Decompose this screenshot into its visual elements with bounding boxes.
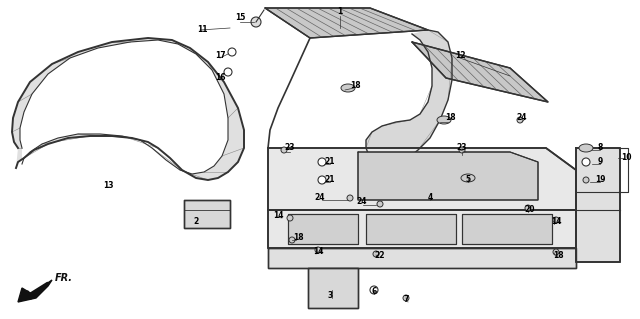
Polygon shape [462, 214, 552, 244]
Circle shape [289, 237, 295, 243]
Polygon shape [20, 40, 228, 174]
Circle shape [281, 147, 287, 153]
Text: 10: 10 [621, 153, 631, 162]
Circle shape [370, 286, 378, 294]
Circle shape [459, 147, 465, 153]
Text: 4: 4 [428, 194, 433, 203]
Circle shape [251, 17, 261, 27]
Text: 18: 18 [349, 80, 360, 90]
Circle shape [318, 176, 326, 184]
Circle shape [287, 215, 293, 221]
Circle shape [373, 251, 379, 257]
Polygon shape [358, 152, 538, 200]
Text: 19: 19 [595, 175, 605, 184]
Circle shape [377, 201, 383, 207]
Polygon shape [12, 38, 244, 180]
Text: 11: 11 [196, 26, 207, 34]
Circle shape [583, 177, 589, 183]
Circle shape [403, 295, 409, 301]
Text: 14: 14 [551, 218, 561, 226]
Text: 1: 1 [337, 8, 342, 17]
Text: 23: 23 [285, 144, 295, 152]
Polygon shape [308, 268, 358, 308]
Text: 7: 7 [403, 295, 409, 305]
Text: 14: 14 [313, 248, 323, 256]
Circle shape [224, 68, 232, 76]
Text: 23: 23 [457, 144, 467, 152]
Circle shape [525, 205, 531, 211]
Polygon shape [18, 280, 52, 302]
Text: 24: 24 [315, 194, 325, 203]
Text: 18: 18 [553, 250, 563, 259]
Circle shape [582, 158, 590, 166]
Polygon shape [265, 8, 428, 38]
Polygon shape [366, 214, 456, 244]
Text: 20: 20 [525, 205, 535, 214]
Text: 14: 14 [273, 211, 284, 219]
Text: 21: 21 [324, 175, 335, 184]
Ellipse shape [437, 116, 451, 124]
Text: 13: 13 [103, 181, 113, 189]
Polygon shape [184, 200, 230, 228]
Ellipse shape [579, 144, 593, 152]
Text: 3: 3 [328, 291, 333, 300]
Text: 2: 2 [193, 218, 198, 226]
Text: 24: 24 [356, 197, 367, 206]
Polygon shape [366, 30, 452, 168]
Text: 12: 12 [455, 50, 465, 60]
Circle shape [553, 217, 559, 223]
Circle shape [553, 249, 559, 255]
Circle shape [347, 195, 353, 201]
Polygon shape [288, 214, 358, 244]
Circle shape [318, 158, 326, 166]
Ellipse shape [341, 84, 355, 92]
Polygon shape [268, 248, 576, 268]
Text: 21: 21 [324, 158, 335, 167]
Polygon shape [268, 148, 576, 210]
Circle shape [315, 247, 321, 253]
Polygon shape [412, 42, 548, 102]
Text: 22: 22 [375, 250, 385, 259]
Text: 17: 17 [214, 50, 225, 60]
Text: 9: 9 [597, 158, 603, 167]
Text: 24: 24 [516, 114, 527, 122]
Text: 5: 5 [465, 175, 470, 184]
Ellipse shape [461, 174, 475, 182]
Polygon shape [576, 148, 620, 262]
Text: 18: 18 [292, 234, 303, 242]
Text: FR.: FR. [55, 273, 73, 283]
Text: 8: 8 [597, 144, 603, 152]
Text: 18: 18 [445, 114, 455, 122]
Circle shape [517, 117, 523, 123]
Circle shape [228, 48, 236, 56]
Polygon shape [268, 210, 576, 248]
Text: 6: 6 [371, 287, 376, 296]
Text: 16: 16 [215, 73, 225, 83]
Text: 15: 15 [235, 13, 245, 23]
